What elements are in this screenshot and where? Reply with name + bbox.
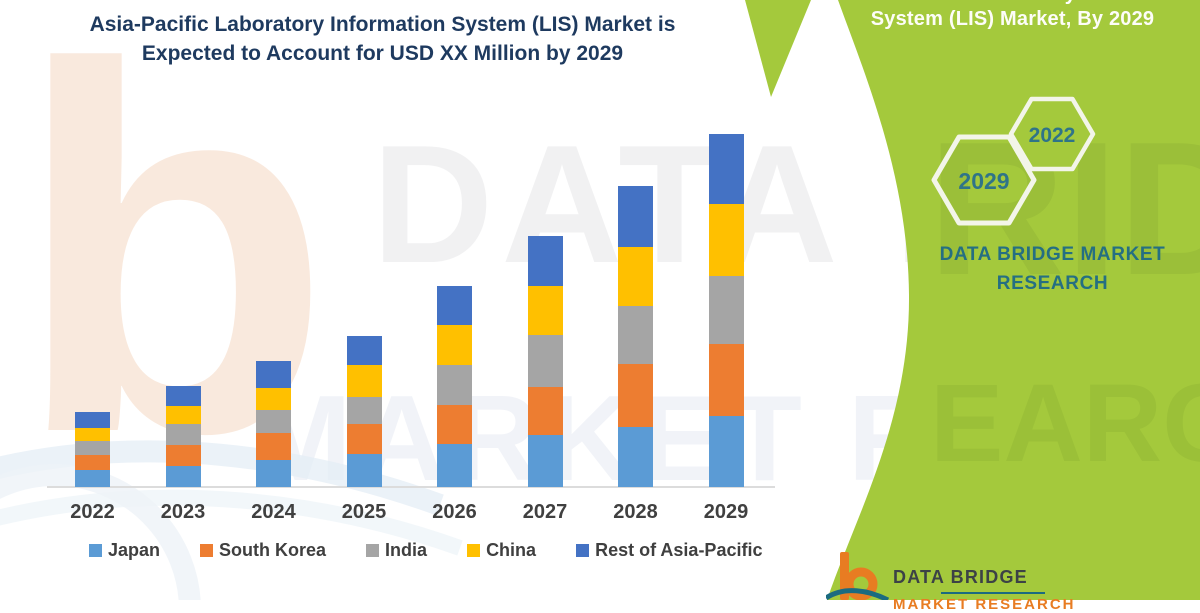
databridge-logo-name: DATA BRIDGE bbox=[893, 567, 1028, 587]
bar-segment-japan-2028 bbox=[618, 427, 653, 487]
bar-segment-japan-2027 bbox=[527, 435, 563, 487]
bar-segment-rest-of-asia-pacific-2028 bbox=[618, 186, 653, 247]
bar-segment-south-korea-2029 bbox=[708, 344, 744, 416]
bar-segment-rest-of-asia-pacific-2025 bbox=[346, 336, 382, 365]
x-axis-label-2024: 2024 bbox=[251, 501, 296, 523]
legend-swatch-icon bbox=[576, 544, 590, 557]
legend-item-south-korea: South Korea bbox=[200, 540, 326, 561]
x-axis-label-2029: 2029 bbox=[703, 501, 749, 523]
legend-item-japan: Japan bbox=[89, 540, 160, 561]
hexagon-2022 bbox=[1008, 96, 1096, 172]
legend-label: India bbox=[385, 540, 428, 560]
bar-segment-japan-2023 bbox=[165, 466, 201, 487]
bar-segment-china-2023 bbox=[165, 406, 201, 424]
bar-segment-china-2025 bbox=[346, 365, 382, 397]
bar-segment-india-2024 bbox=[256, 410, 291, 433]
bar-segment-south-korea-2024 bbox=[256, 433, 291, 460]
bar-segment-india-2023 bbox=[165, 424, 201, 445]
stacked-bar-2024 bbox=[256, 361, 291, 487]
chart-title-line2: Expected to Account for USD XX Million b… bbox=[141, 42, 624, 65]
bar-segment-india-2027 bbox=[527, 335, 563, 387]
bar-segment-south-korea-2028 bbox=[618, 364, 653, 427]
logo-underline bbox=[941, 592, 1045, 594]
bar-segment-japan-2029 bbox=[708, 416, 744, 487]
bar-segment-japan-2022 bbox=[75, 470, 110, 487]
chart-title-line1: Asia-Pacific Laboratory Information Syst… bbox=[89, 13, 676, 36]
stacked-bar-chart: 2022 2023 2024 2025 2026 2027 2028 2029 bbox=[70, 134, 749, 523]
legend-swatch-icon bbox=[366, 544, 380, 557]
bar-segment-south-korea-2026 bbox=[437, 405, 472, 444]
bar-segment-japan-2026 bbox=[437, 444, 472, 487]
bar-segment-india-2025 bbox=[346, 397, 382, 424]
stacked-bar-2028 bbox=[618, 186, 653, 487]
hexagon-graphic: 2029 2022 bbox=[931, 96, 1096, 226]
x-axis-label-2022: 2022 bbox=[70, 501, 115, 523]
databridge-logo-icon bbox=[826, 552, 890, 600]
x-axis-label-2027: 2027 bbox=[522, 501, 568, 523]
panel-brand-line2: RESEARCH bbox=[996, 273, 1109, 294]
panel-heading-clipped-line: Asia-Pacific Laboratory Information bbox=[846, 0, 1196, 6]
chart-title: Asia-Pacific Laboratory Information Syst… bbox=[55, 10, 710, 68]
bar-segment-south-korea-2025 bbox=[346, 424, 382, 454]
bar-segment-rest-of-asia-pacific-2023 bbox=[165, 386, 201, 406]
legend-swatch-icon bbox=[200, 544, 214, 557]
x-axis-line bbox=[47, 486, 775, 488]
x-axis-label-2023: 2023 bbox=[160, 501, 206, 523]
x-axis-label-2025: 2025 bbox=[341, 501, 387, 523]
bar-segment-india-2022 bbox=[75, 441, 110, 455]
bar-segment-japan-2024 bbox=[256, 460, 291, 487]
bar-segment-japan-2025 bbox=[346, 454, 382, 487]
bar-segment-china-2026 bbox=[437, 325, 472, 365]
stacked-bar-2022 bbox=[75, 412, 110, 487]
bar-segment-india-2026 bbox=[437, 365, 472, 405]
green-triangle-accent bbox=[745, 0, 811, 97]
hexagon-2029-label: 2029 bbox=[958, 168, 1009, 194]
panel-brand-line1: DATA BRIDGE MARKET bbox=[939, 244, 1166, 265]
hexagon-2022-label: 2022 bbox=[1029, 124, 1076, 147]
databridge-logo-subtitle-clipped: MARKET RESEARCH bbox=[893, 596, 1076, 613]
legend-swatch-icon bbox=[89, 544, 102, 557]
stacked-bar-2026 bbox=[437, 286, 472, 487]
bar-segment-china-2027 bbox=[527, 286, 563, 335]
stacked-bar-2029 bbox=[708, 134, 744, 487]
chart-legend: Japan South Korea India China Rest of Asia-P… bbox=[89, 540, 762, 561]
legend-label: Rest of Asia-Pacific bbox=[595, 540, 763, 560]
bar-segment-india-2028 bbox=[618, 306, 653, 364]
bar-segment-china-2022 bbox=[75, 428, 110, 441]
stacked-bar-2025 bbox=[346, 336, 382, 487]
side-panel-background bbox=[745, 0, 1200, 600]
bar-segment-rest-of-asia-pacific-2027 bbox=[527, 236, 563, 286]
legend-label: China bbox=[486, 540, 537, 560]
legend-item-rest-of-asia-pacific: Rest of Asia-Pacific bbox=[576, 540, 762, 561]
stacked-bar-2027 bbox=[527, 236, 563, 487]
legend-item-china: China bbox=[467, 540, 536, 561]
legend-label: South Korea bbox=[219, 540, 327, 560]
legend-swatch-icon bbox=[467, 544, 481, 557]
panel-brand-text: DATA BRIDGE MARKET RESEARCH bbox=[905, 240, 1200, 298]
x-axis-label-2028: 2028 bbox=[613, 501, 658, 523]
bar-segment-china-2028 bbox=[618, 247, 653, 306]
panel-heading: System (LIS) Market, By 2029 bbox=[870, 8, 1155, 30]
hexagon-2029 bbox=[931, 134, 1037, 226]
bar-segment-rest-of-asia-pacific-2026 bbox=[437, 286, 472, 325]
bar-segment-rest-of-asia-pacific-2024 bbox=[256, 361, 291, 388]
bar-segment-south-korea-2023 bbox=[165, 445, 201, 466]
bar-segment-south-korea-2022 bbox=[75, 455, 110, 470]
bar-segment-china-2024 bbox=[256, 388, 291, 410]
bar-segment-rest-of-asia-pacific-2022 bbox=[75, 412, 110, 428]
legend-label: Japan bbox=[108, 540, 161, 560]
legend-item-india: India bbox=[366, 540, 427, 561]
x-axis-label-2026: 2026 bbox=[432, 501, 477, 523]
bar-segment-china-2029 bbox=[708, 204, 744, 276]
bar-segment-india-2029 bbox=[708, 276, 744, 344]
stacked-bar-2023 bbox=[165, 386, 201, 487]
bar-segment-rest-of-asia-pacific-2029 bbox=[708, 134, 744, 204]
bar-segment-south-korea-2027 bbox=[527, 387, 563, 435]
